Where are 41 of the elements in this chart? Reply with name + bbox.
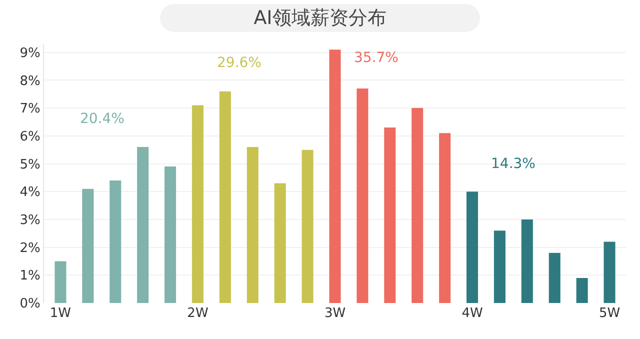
annotation: 20.4% [80, 111, 124, 127]
y-tick-label: 6% [20, 129, 40, 144]
bar [54, 261, 66, 303]
annotation: 35.7% [354, 50, 398, 66]
x-tick-label: 4W [462, 306, 483, 321]
bar [548, 252, 560, 303]
bar [521, 219, 533, 303]
x-tick-label: 1W [50, 306, 72, 321]
annotation: 14.3% [491, 156, 536, 172]
bar [412, 108, 424, 303]
y-tick-label: 2% [20, 240, 40, 256]
bar [82, 188, 94, 303]
bar [274, 183, 286, 303]
y-tick-label: 0% [20, 296, 40, 312]
bar [302, 150, 314, 303]
bar [192, 105, 204, 303]
bar [329, 50, 341, 303]
bar [137, 147, 149, 303]
y-tick-label: 3% [20, 213, 40, 228]
x-tick-label: 5W [598, 306, 620, 321]
y-tick-label: 9% [20, 46, 40, 61]
bar [494, 230, 506, 303]
bar [466, 192, 478, 303]
bar [439, 133, 451, 303]
bar [604, 242, 616, 303]
bar [246, 147, 258, 303]
x-tick-label: 2W [187, 306, 208, 321]
bar [110, 180, 122, 303]
x-tick-label: 3W [324, 306, 346, 321]
chart-title: AI领域薪资分布 [160, 4, 480, 32]
y-tick-label: 7% [20, 102, 40, 117]
bar [164, 166, 176, 303]
y-tick-label: 8% [20, 74, 40, 89]
bar [219, 91, 231, 303]
y-tick-label: 5% [20, 157, 40, 172]
annotation: 29.6% [217, 55, 262, 71]
y-tick-label: 4% [20, 185, 40, 200]
bar [356, 88, 368, 303]
bar [384, 128, 396, 303]
bar [576, 278, 588, 303]
y-tick-label: 1% [20, 268, 40, 284]
